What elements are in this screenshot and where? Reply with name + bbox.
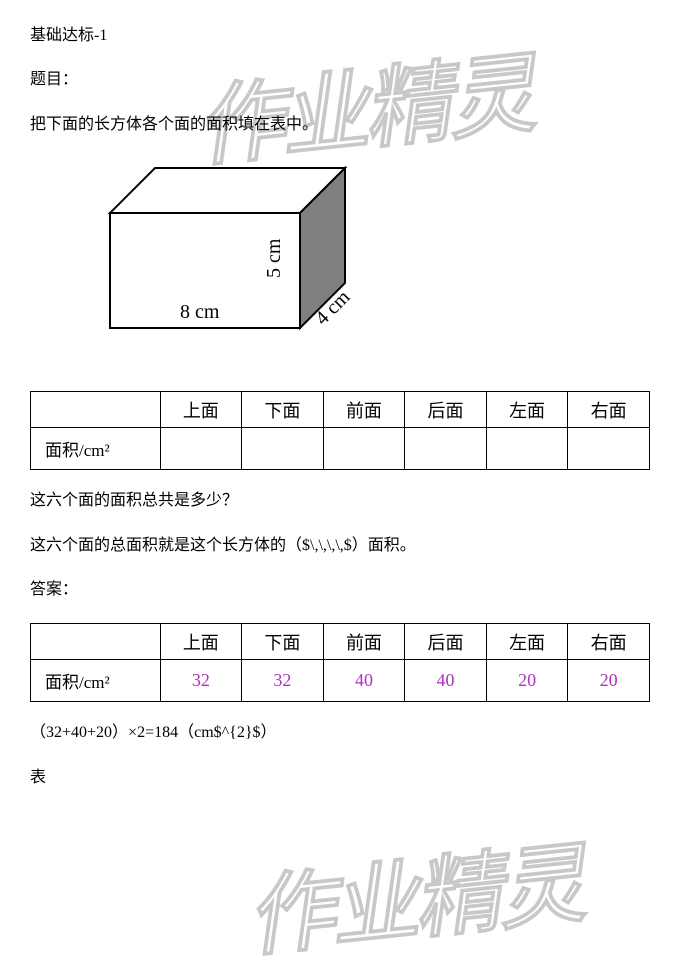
- table-row: 面积/cm²: [31, 428, 650, 470]
- table-row: 上面 下面 前面 后面 左面 右面: [31, 624, 650, 660]
- col-header: 右面: [568, 624, 650, 660]
- section-header: 基础达标-1: [30, 25, 660, 47]
- col-header: 前面: [323, 392, 405, 428]
- col-header: 右面: [568, 392, 650, 428]
- question2: 这六个面的面积总共是多少？: [30, 490, 660, 512]
- answer-cell: 20: [568, 660, 650, 702]
- answer-cell: 40: [405, 660, 487, 702]
- col-header: 下面: [242, 624, 324, 660]
- question-label: 题目：: [30, 69, 660, 91]
- final-answer: 表: [30, 767, 660, 789]
- col-header: 左面: [486, 624, 568, 660]
- height-label: 5 cm: [263, 238, 285, 278]
- watermark-bottom: 作业精灵: [239, 813, 586, 974]
- answer-cell: 20: [486, 660, 568, 702]
- answer-cell: 32: [242, 660, 324, 702]
- calculation: （32+40+20）×2=184（cm$^{2}$）: [30, 722, 660, 744]
- col-header: 下面: [242, 392, 324, 428]
- cuboid-diagram: 8 cm 5 cm 4 cm: [55, 158, 660, 373]
- col-header: 后面: [405, 624, 487, 660]
- answer-cell: 40: [323, 660, 405, 702]
- answer-table: 上面 下面 前面 后面 左面 右面 面积/cm² 32 32 40 40 20 …: [30, 623, 650, 702]
- col-header: 后面: [405, 392, 487, 428]
- answer-cell: 32: [160, 660, 242, 702]
- col-header: 上面: [160, 392, 242, 428]
- col-header: 上面: [160, 624, 242, 660]
- row-label: 面积/cm²: [31, 660, 161, 702]
- empty-table: 上面 下面 前面 后面 左面 右面 面积/cm²: [30, 391, 650, 470]
- table-row: 上面 下面 前面 后面 左面 右面: [31, 392, 650, 428]
- row-label: 面积/cm²: [31, 428, 161, 470]
- question-text: 把下面的长方体各个面的面积填在表中。: [30, 114, 660, 136]
- page-content: 基础达标-1 题目： 把下面的长方体各个面的面积填在表中。 8 cm 5 cm …: [30, 25, 660, 789]
- col-header: 前面: [323, 624, 405, 660]
- answer-label: 答案：: [30, 579, 660, 601]
- table-row: 面积/cm² 32 32 40 40 20 20: [31, 660, 650, 702]
- length-label: 8 cm: [180, 301, 220, 323]
- question3: 这六个面的总面积就是这个长方体的（$\,\,\,\,$）面积。: [30, 535, 660, 557]
- col-header: 左面: [486, 392, 568, 428]
